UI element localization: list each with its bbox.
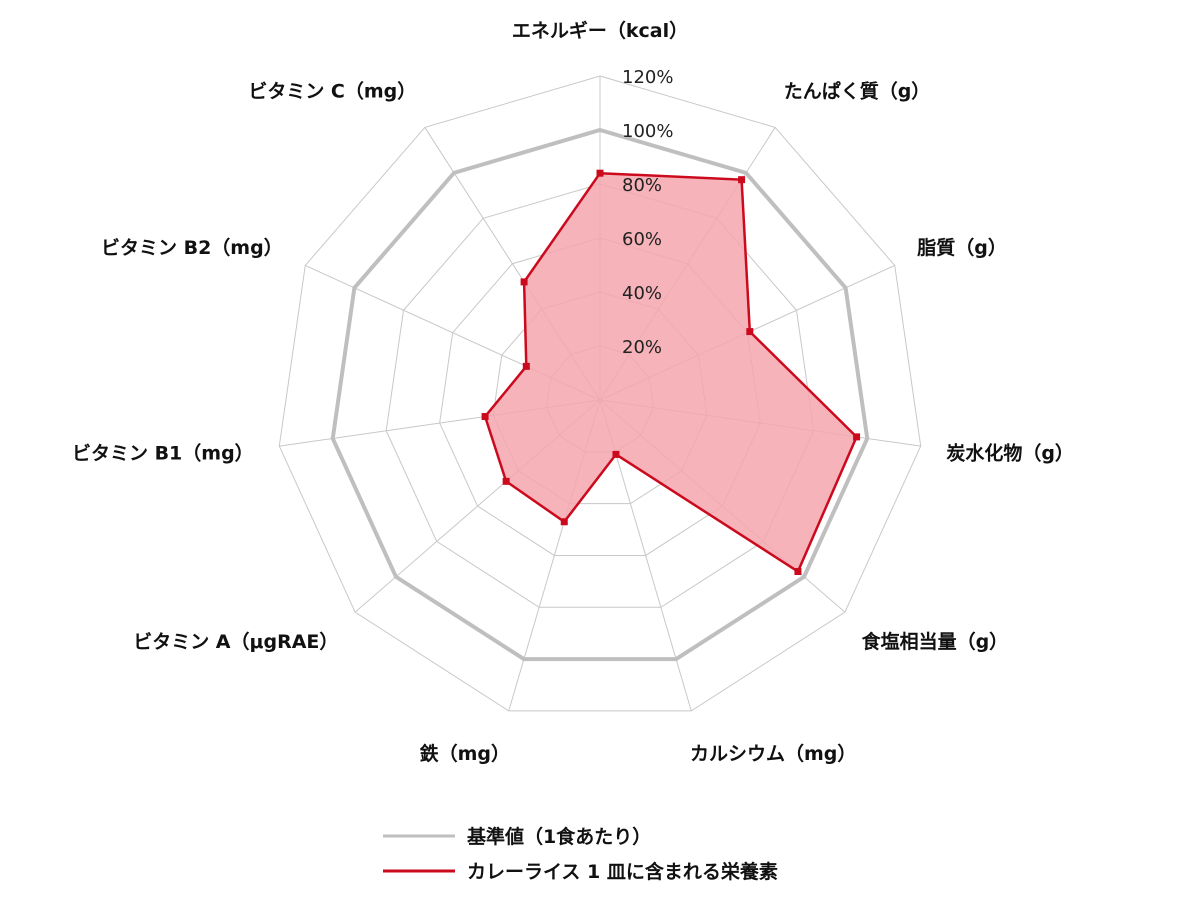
axis-label: ビタミン C（mg） xyxy=(248,79,416,102)
tick-label: 100% xyxy=(622,121,673,142)
data-point xyxy=(520,278,528,286)
radar-series xyxy=(330,127,870,662)
data-point xyxy=(560,518,568,526)
legend-label-curry: カレーライス 1 皿に含まれる栄養素 xyxy=(467,860,778,883)
data-point xyxy=(612,450,620,458)
data-point xyxy=(853,433,861,441)
axis-label: 脂質（g） xyxy=(917,236,1007,259)
axis-label: 食塩相当量（g） xyxy=(862,630,1009,653)
legend: 基準値（1食あたり） カレーライス 1 皿に含まれる栄養素 xyxy=(383,825,778,883)
data-point xyxy=(746,328,754,336)
tick-label: 120% xyxy=(622,67,673,88)
legend-label-baseline: 基準値（1食あたり） xyxy=(466,825,651,848)
tick-label: 40% xyxy=(622,283,662,304)
data-point xyxy=(738,176,746,184)
axis-label: カルシウム（mg） xyxy=(690,742,856,765)
axis-label: エネルギー（kcal） xyxy=(512,19,688,42)
axis-label: たんぱく質（g） xyxy=(784,79,931,102)
axis-label: ビタミン B2（mg） xyxy=(101,236,283,259)
series-line-baseline xyxy=(330,127,870,662)
axis-label: ビタミン B1（mg） xyxy=(72,441,254,464)
axis-label: 鉄（mg） xyxy=(420,742,510,765)
data-point xyxy=(481,413,489,421)
grid-ring-80 xyxy=(385,183,815,608)
data-point xyxy=(502,477,510,485)
data-point xyxy=(794,568,802,576)
tick-label: 20% xyxy=(622,337,662,358)
axis-label: ビタミン A（μgRAE） xyxy=(133,630,338,653)
axis-labels: エネルギー（kcal） たんぱく質（g） 脂質（g） 炭水化物（g） 食塩相当量（g） カ… xyxy=(72,19,1074,765)
radial-tick-labels: 20% 40% 60% 80% 100% 120% xyxy=(622,67,673,358)
tick-label: 60% xyxy=(622,229,662,250)
grid-ring-120 xyxy=(278,75,922,712)
series-area-curry xyxy=(483,171,859,574)
axis-label: 炭水化物（g） xyxy=(946,441,1074,464)
data-point xyxy=(596,169,604,177)
tick-label: 80% xyxy=(622,175,662,196)
data-point xyxy=(522,362,530,370)
